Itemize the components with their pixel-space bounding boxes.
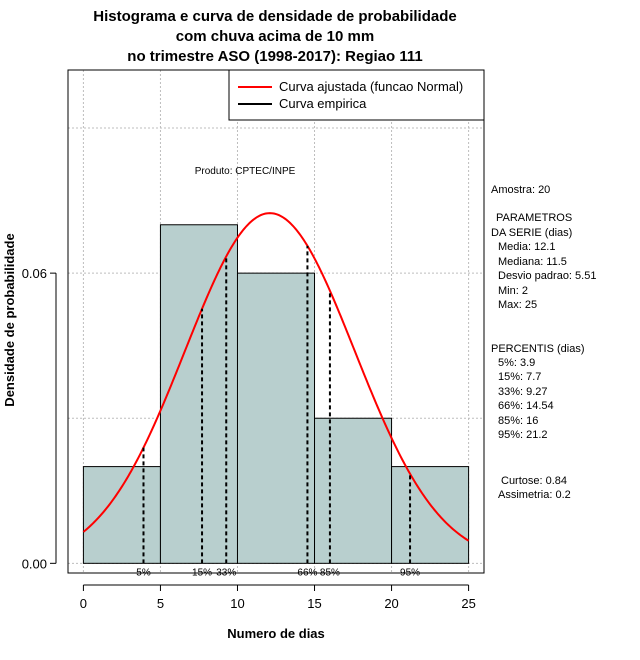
stat-amostra: Amostra: 20 xyxy=(491,184,550,196)
side-stats: Amostra: 20 PARAMETROS DA SERIE (dias) M… xyxy=(491,184,596,501)
stat-percentis-title: PERCENTIS (dias) xyxy=(491,343,585,355)
x-tick-label-4: 20 xyxy=(384,596,398,611)
stat-p15: 15%: 7.7 xyxy=(498,371,541,383)
x-tick-label-0: 0 xyxy=(80,596,87,611)
stat-assimetria: Assimetria: 0.2 xyxy=(498,489,571,501)
stat-desvio: Desvio padrao: 5.51 xyxy=(498,270,596,282)
stat-max: Max: 25 xyxy=(498,299,537,311)
x-axis: 0 5 10 15 20 25 xyxy=(80,584,476,611)
stat-p85: 85%: 16 xyxy=(498,415,538,427)
chart-title-line-3: no trimestre ASO (1998-2017): Regiao 111 xyxy=(127,48,422,65)
x-tick-label-2: 10 xyxy=(230,596,244,611)
legend: Curva ajustada (funcao Normal) Curva emp… xyxy=(228,69,485,121)
x-tick-label-1: 5 xyxy=(157,596,164,611)
stat-parametros-subtitle: DA SERIE (dias) xyxy=(491,227,572,239)
x-tick-label-3: 15 xyxy=(307,596,321,611)
legend-fitted-label: Curva ajustada (funcao Normal) xyxy=(279,79,463,94)
stat-p95: 95%: 21.2 xyxy=(498,429,548,441)
histogram-bar-4 xyxy=(391,466,470,564)
chart-title-line-2: com chuva acima de 10 mm xyxy=(176,28,374,45)
stat-p5: 5%: 3.9 xyxy=(498,357,535,369)
histogram-bar-3 xyxy=(314,417,393,564)
x-axis-label: Numero de dias xyxy=(227,626,325,641)
histogram-bar-0 xyxy=(82,466,161,564)
stat-p66: 66%: 14.54 xyxy=(498,400,554,412)
histogram-bar-1 xyxy=(159,224,238,564)
stat-p33: 33%: 9.27 xyxy=(498,386,548,398)
stat-media: Media: 12.1 xyxy=(498,241,555,253)
stat-curtose: Curtose: 0.84 xyxy=(501,475,567,487)
chart-title-line-1: Histograma e curva de densidade de proba… xyxy=(93,8,456,25)
stat-mediana: Mediana: 11.5 xyxy=(498,256,567,268)
y-axis: 0.00 0.06 xyxy=(22,266,57,571)
stat-min: Min: 2 xyxy=(498,285,528,297)
fitted-curve-layer xyxy=(82,212,470,542)
histogram-bars xyxy=(82,224,470,564)
histogram-bar-2 xyxy=(236,272,316,564)
legend-box xyxy=(228,69,485,121)
x-tick-label-5: 25 xyxy=(461,596,475,611)
y-axis-label: Densidade de probabilidade xyxy=(2,233,17,406)
credit-text: Produto: CPTEC/INPE xyxy=(195,166,296,177)
y-tick-label-0: 0.00 xyxy=(22,556,47,571)
legend-empirical-label: Curva empirica xyxy=(279,96,367,111)
stat-parametros-title: PARAMETROS xyxy=(496,212,572,224)
y-tick-label-1: 0.06 xyxy=(22,266,47,281)
fitted-normal-curve xyxy=(82,212,470,542)
